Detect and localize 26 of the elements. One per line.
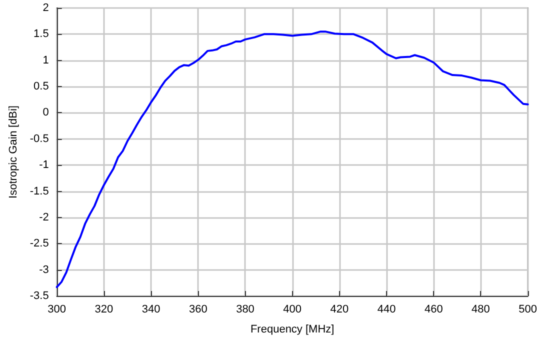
x-tick-label: 380 [236, 304, 254, 316]
y-tick-label: 2 [42, 2, 49, 14]
x-tick-label: 460 [424, 304, 443, 316]
y-tick-label: -2 [39, 211, 49, 224]
y-tick-label: 1 [42, 54, 49, 66]
y-tick-label: -2.5 [30, 238, 49, 250]
y-tick-label: -3.5 [30, 290, 49, 302]
x-tick-label: 440 [377, 304, 396, 316]
y-axis-title: Isotropic Gain [dBi] [8, 106, 20, 198]
x-tick-label: 320 [94, 304, 114, 316]
y-tick-label: -1 [39, 159, 49, 172]
y-tick-label: -0.5 [30, 132, 49, 145]
x-axis-title: Frequency [MHz] [250, 324, 334, 336]
x-tick-label: 360 [188, 304, 208, 316]
y-tick-label: 1.5 [34, 28, 49, 40]
y-tick-label: -3 [39, 264, 49, 276]
x-tick-label: 500 [518, 304, 538, 316]
x-tick-label: 420 [330, 304, 349, 316]
line-series [56, 30, 529, 288]
x-tick-label: 400 [283, 304, 302, 316]
y-tick-label: 0 [42, 106, 49, 119]
x-tick-label: 300 [48, 304, 66, 316]
y-tick-label: -1.5 [30, 185, 49, 198]
x-tick-label: 480 [472, 304, 490, 316]
x-tick-label: 340 [142, 304, 160, 316]
y-tick-label: 0.5 [34, 80, 49, 93]
